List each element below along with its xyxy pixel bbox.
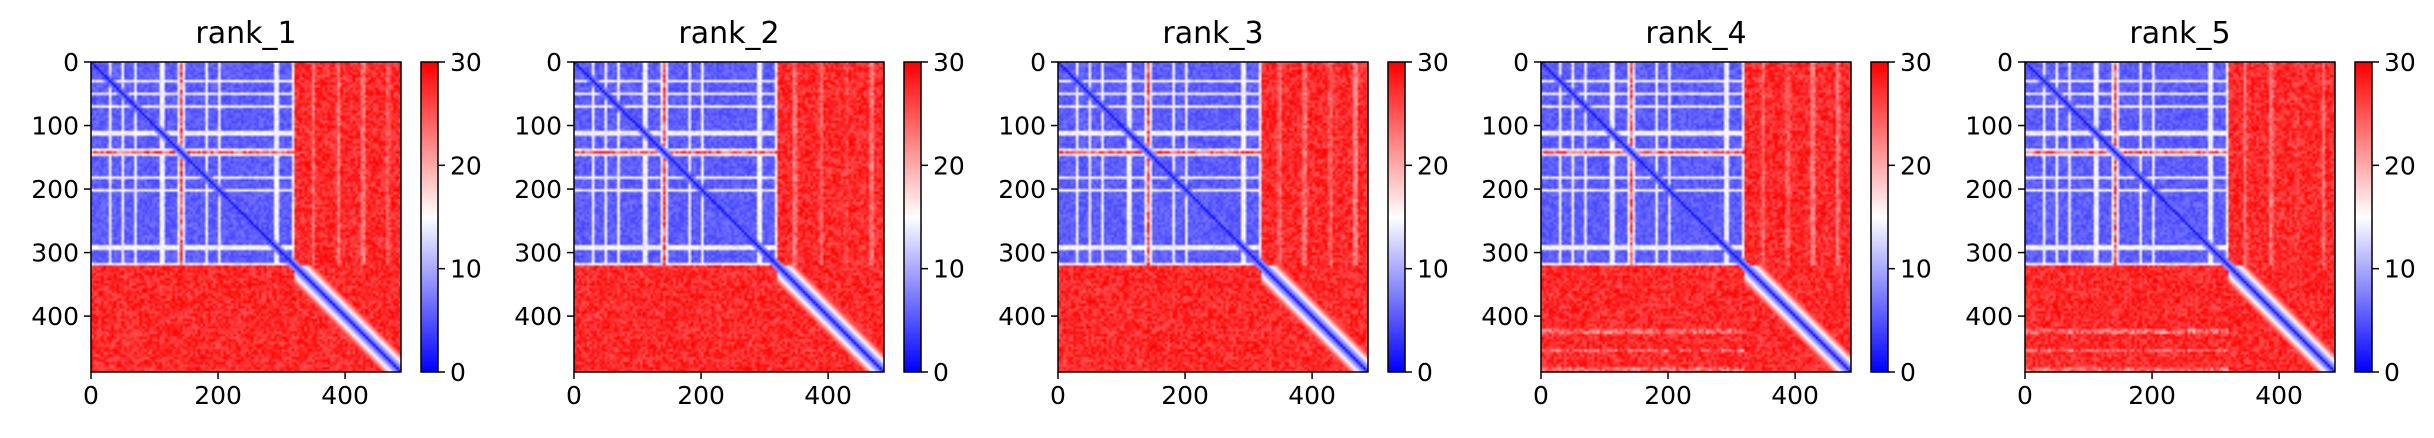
y-tick-label: 200 <box>31 175 79 204</box>
plot-frame <box>1540 61 1852 373</box>
x-tick-label: 400 <box>321 381 369 410</box>
y-tick-label: 0 <box>546 48 562 77</box>
x-tick-label: 0 <box>2017 381 2033 410</box>
x-tick-label: 400 <box>1771 381 1819 410</box>
x-tick-label: 200 <box>1161 381 1209 410</box>
y-tick-label: 300 <box>998 239 1046 268</box>
colorbar-tick-label: 10 <box>450 255 482 284</box>
colorbar-tick-label: 20 <box>1900 151 1932 180</box>
x-tick-label: 0 <box>1533 381 1549 410</box>
y-tick-label: 400 <box>514 302 562 331</box>
y-tick-label: 200 <box>514 175 562 204</box>
x-tick-label: 200 <box>677 381 725 410</box>
colorbar-tick-label: 0 <box>2384 358 2400 387</box>
colorbar-frame <box>420 61 439 373</box>
y-tick-label: 100 <box>1965 112 2013 141</box>
colorbar-tick-label: 10 <box>2384 255 2416 284</box>
panel-title: rank_4 <box>1645 16 1746 51</box>
colorbar-tick-label: 20 <box>1417 151 1449 180</box>
heatmap-image <box>2025 62 2335 372</box>
panel-rank_4: rank_4 0 200 400 0 100 200 300 400 0 10 20 30 <box>1481 16 1932 410</box>
panel-rank_1: rank_1 0 200 400 0 100 200 300 400 0 10 20 30 <box>31 16 482 410</box>
y-tick-label: 300 <box>514 239 562 268</box>
y-tick-label: 300 <box>1481 239 1529 268</box>
y-tick-label: 100 <box>998 112 1046 141</box>
y-tick-label: 0 <box>1997 48 2013 77</box>
y-tick-label: 200 <box>998 175 1046 204</box>
panel-rank_2: rank_2 0 200 400 0 100 200 300 400 0 10 20 30 <box>514 16 965 410</box>
heatmap-image <box>574 62 884 372</box>
colorbar-tick-label: 20 <box>933 151 965 180</box>
x-tick-label: 0 <box>1050 381 1066 410</box>
heatmap-image <box>1541 62 1851 372</box>
heatmap-image <box>91 62 401 372</box>
colorbar-gradient <box>421 62 438 372</box>
y-tick-label: 400 <box>1965 302 2013 331</box>
colorbar-tick-label: 30 <box>450 48 482 77</box>
colorbar-tick-label: 20 <box>450 151 482 180</box>
colorbar-frame <box>2354 61 2373 373</box>
plot-frame <box>1057 61 1369 373</box>
colorbar-frame <box>903 61 922 373</box>
colorbar-tick-label: 20 <box>2384 151 2416 180</box>
panel-rank_3: rank_3 0 200 400 0 100 200 300 400 0 10 20 30 <box>998 16 1449 410</box>
colorbar-tick-label: 0 <box>1417 358 1433 387</box>
y-tick-label: 300 <box>1965 239 2013 268</box>
plot-frame <box>2024 61 2336 373</box>
y-tick-label: 100 <box>514 112 562 141</box>
x-tick-label: 200 <box>194 381 242 410</box>
y-tick-label: 200 <box>1481 175 1529 204</box>
plot-frame <box>90 61 402 373</box>
y-tick-label: 300 <box>31 239 79 268</box>
plot-frame <box>573 61 885 373</box>
panel-rank_5: rank_5 0 200 400 0 100 200 300 400 0 10 20 30 <box>1965 16 2416 410</box>
x-tick-label: 400 <box>804 381 852 410</box>
colorbar-tick-label: 0 <box>450 358 466 387</box>
colorbar-tick-label: 0 <box>1900 358 1916 387</box>
heatmap-image <box>1058 62 1368 372</box>
y-tick-label: 100 <box>31 112 79 141</box>
colorbar-frame <box>1870 61 1889 373</box>
y-tick-label: 400 <box>1481 302 1529 331</box>
colorbar-frame <box>1387 61 1406 373</box>
colorbar-gradient <box>2355 62 2372 372</box>
colorbar-tick-label: 30 <box>1417 48 1449 77</box>
x-tick-label: 0 <box>566 381 582 410</box>
colorbar-tick-label: 30 <box>1900 48 1932 77</box>
colorbar-tick-label: 30 <box>933 48 965 77</box>
y-tick-label: 400 <box>998 302 1046 331</box>
y-tick-label: 100 <box>1481 112 1529 141</box>
x-tick-label: 0 <box>83 381 99 410</box>
x-tick-label: 200 <box>1644 381 1692 410</box>
panel-title: rank_2 <box>678 16 779 51</box>
y-tick-label: 400 <box>31 302 79 331</box>
colorbar-tick-label: 10 <box>933 255 965 284</box>
colorbar-tick-label: 30 <box>2384 48 2416 77</box>
y-tick-label: 0 <box>1513 48 1529 77</box>
x-tick-label: 200 <box>2128 381 2176 410</box>
colorbar-gradient <box>904 62 921 372</box>
colorbar-tick-label: 10 <box>1900 255 1932 284</box>
y-tick-label: 200 <box>1965 175 2013 204</box>
y-tick-label: 0 <box>63 48 79 77</box>
colorbar-gradient <box>1388 62 1405 372</box>
colorbar-tick-label: 0 <box>933 358 949 387</box>
panel-title: rank_3 <box>1162 16 1263 51</box>
y-tick-label: 0 <box>1030 48 1046 77</box>
colorbar-gradient <box>1871 62 1888 372</box>
colorbar-tick-label: 10 <box>1417 255 1449 284</box>
x-tick-label: 400 <box>1288 381 1336 410</box>
panel-title: rank_1 <box>195 16 296 51</box>
panel-title: rank_5 <box>2129 16 2230 51</box>
x-tick-label: 400 <box>2255 381 2303 410</box>
